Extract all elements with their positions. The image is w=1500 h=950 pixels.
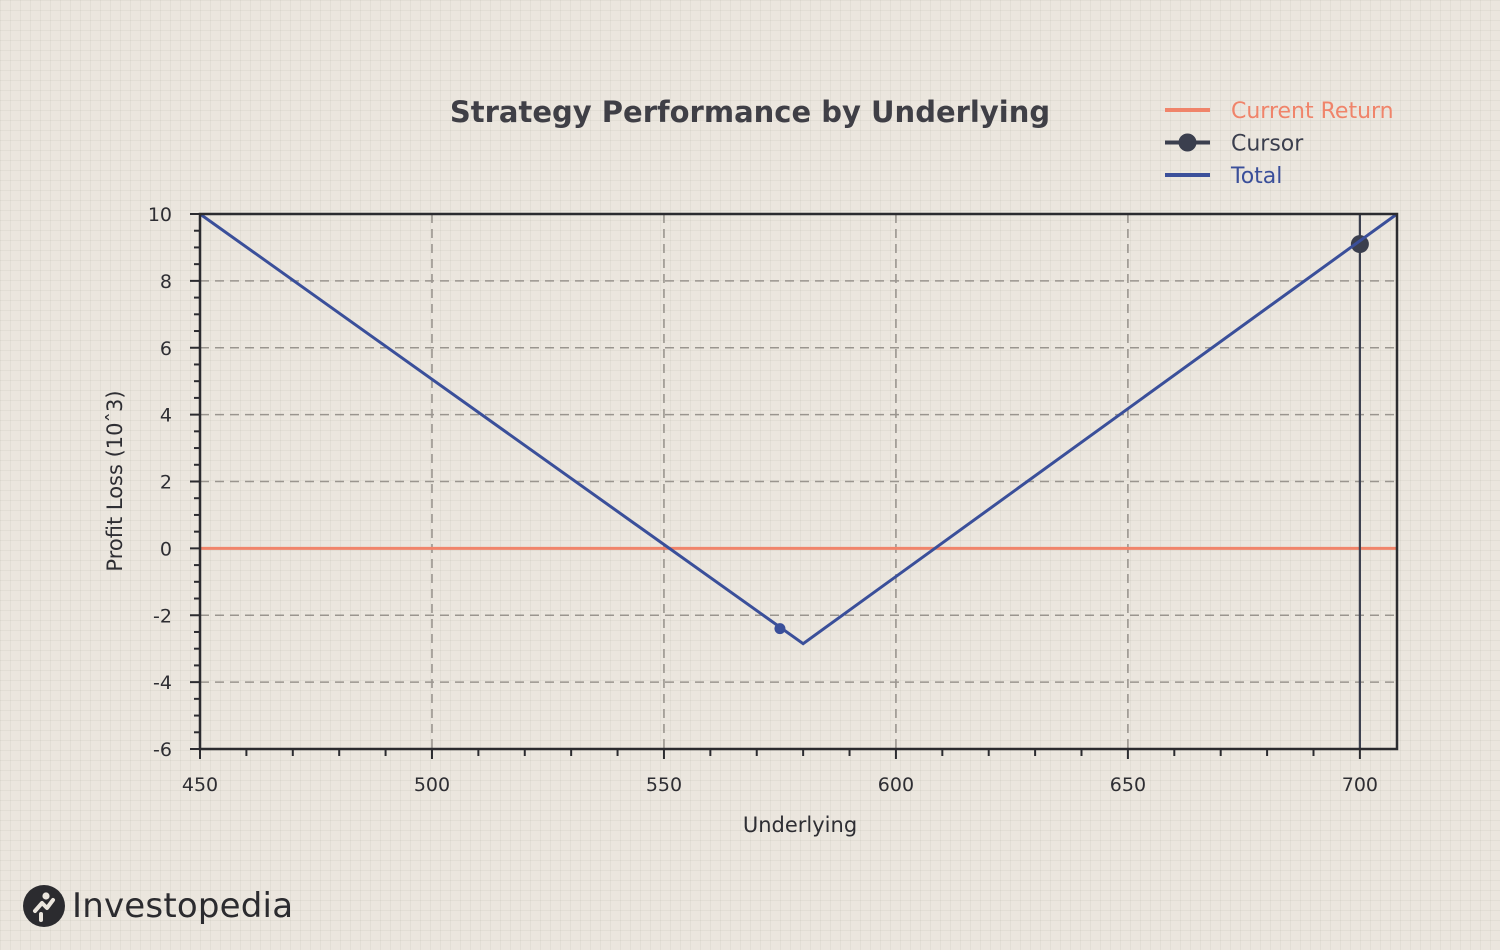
- x-tick-label: 450: [182, 774, 218, 796]
- total-marker-point: [774, 623, 786, 635]
- y-tick-label: -4: [153, 672, 172, 694]
- total-legend-label: Total: [1230, 164, 1282, 189]
- y-tick-labels: 10 8 6 4 2 0 -2 -4 -6: [148, 204, 172, 761]
- x-axis-label: Underlying: [743, 813, 857, 837]
- y-tick-label: -2: [153, 605, 172, 627]
- y-tick-label: 8: [160, 271, 172, 293]
- legend: Current Return Cursor Total: [1165, 99, 1394, 189]
- grid-lines: [200, 214, 1397, 749]
- x-tick-label: 650: [1110, 774, 1146, 796]
- plot-frame: [198, 212, 1399, 751]
- y-tick-label: 4: [160, 405, 172, 427]
- x-tick-label: 500: [414, 774, 450, 796]
- y-tick-label: 2: [160, 472, 172, 494]
- chart-title: Strategy Performance by Underlying: [450, 95, 1050, 129]
- brand-name: Investopedia: [72, 886, 294, 926]
- current-return-legend-label: Current Return: [1231, 99, 1394, 124]
- total-series-line: [199, 212, 1398, 646]
- cursor-legend-marker: [1178, 133, 1197, 152]
- cursor-marker-point: [1350, 235, 1369, 254]
- cursor-legend-label: Cursor: [1231, 132, 1304, 157]
- x-tick-labels: 450 500 550 600 650 700: [182, 774, 1378, 796]
- series-layer: [199, 212, 1398, 749]
- investopedia-logo-icon: [23, 885, 65, 927]
- y-tick-label: -6: [153, 739, 172, 761]
- x-tick-label: 600: [878, 774, 914, 796]
- y-tick-label: 10: [148, 204, 172, 226]
- axis-ticks: [190, 213, 1361, 759]
- x-tick-label: 700: [1342, 774, 1378, 796]
- y-tick-label: 0: [160, 538, 172, 560]
- y-tick-label: 6: [160, 338, 172, 360]
- investopedia-brand: Investopedia: [22, 884, 293, 928]
- y-axis-label: Profit Loss (10ˆ3): [103, 390, 127, 571]
- x-tick-label: 550: [646, 774, 682, 796]
